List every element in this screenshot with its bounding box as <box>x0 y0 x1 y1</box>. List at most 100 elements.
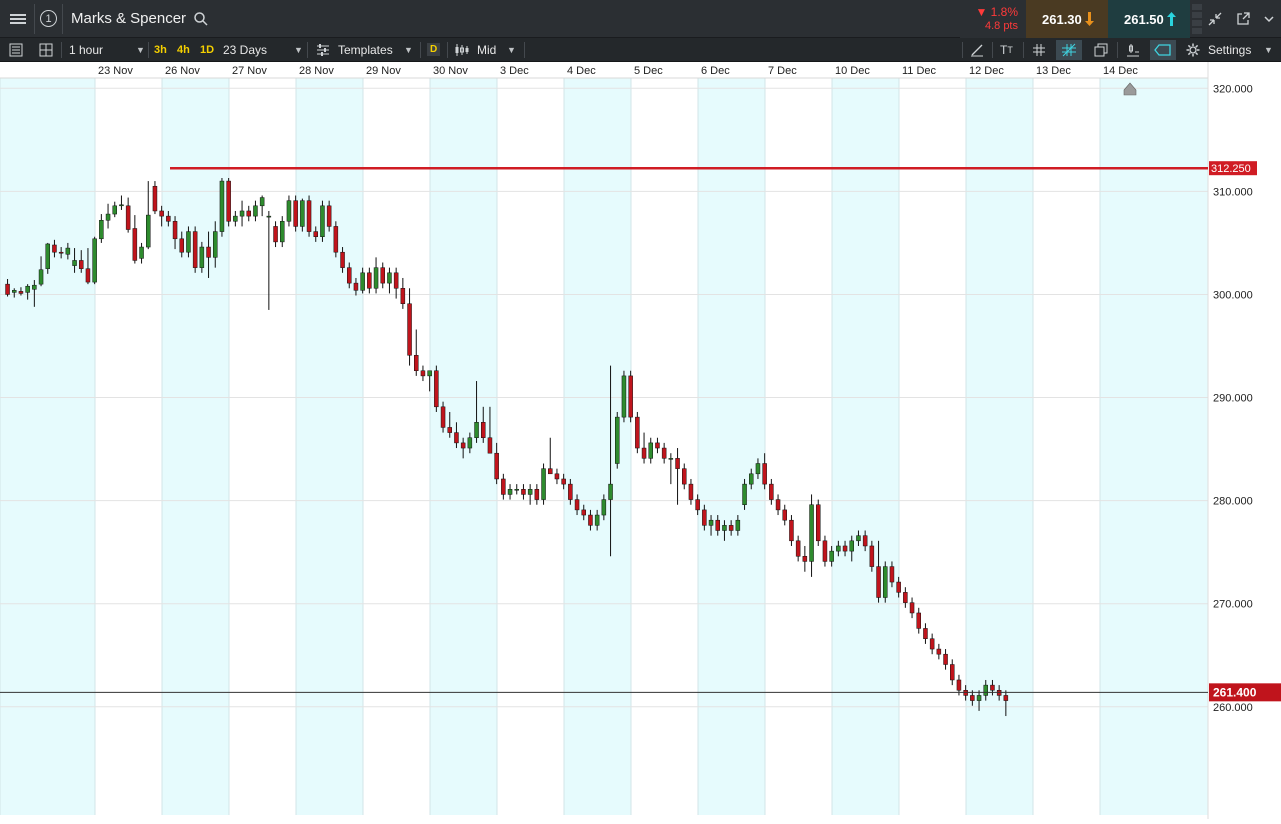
candle-body <box>414 355 419 371</box>
search-icon[interactable] <box>193 0 209 37</box>
candle <box>809 494 814 577</box>
tab-number-badge[interactable]: 1 <box>40 0 57 37</box>
day-band <box>832 78 899 815</box>
candle-body <box>842 545 848 552</box>
settings-button[interactable]: Settings <box>1208 42 1252 57</box>
candle-body <box>326 205 332 227</box>
templates-button[interactable]: Templates <box>338 42 393 57</box>
candle-body <box>762 463 767 485</box>
chevron-down-icon[interactable]: ▼ <box>507 44 516 55</box>
list-icon[interactable] <box>9 38 23 61</box>
candle-body <box>166 215 171 222</box>
x-tick-label: 12 Dec <box>969 65 1004 77</box>
chevron-down-icon[interactable]: ▼ <box>136 44 145 55</box>
candle <box>166 210 171 227</box>
candle <box>266 210 272 310</box>
candle-body <box>333 226 339 253</box>
triangle-icon[interactable] <box>1123 82 1137 96</box>
candle <box>816 499 821 546</box>
candle <box>440 401 446 433</box>
x-tick-label: 4 Dec <box>567 65 596 77</box>
candle <box>454 422 459 449</box>
candle <box>79 250 84 273</box>
candle <box>226 177 231 227</box>
crosshair-icon[interactable] <box>1056 40 1082 60</box>
daily-badge-label: D <box>427 43 441 56</box>
candle <box>105 203 111 229</box>
arrow-up-icon <box>1167 11 1177 32</box>
candle-body <box>702 509 707 526</box>
ask-button[interactable]: 261.50 <box>1108 0 1190 38</box>
candle-body <box>708 519 714 526</box>
gear-icon[interactable] <box>1186 38 1200 61</box>
candle-body <box>320 205 325 237</box>
y-tick-label: 270.000 <box>1213 599 1253 611</box>
candle-body <box>58 251 64 254</box>
price-type-select[interactable]: Mid <box>477 42 497 57</box>
quick-interval-3h[interactable]: 3h <box>154 43 167 56</box>
candle-body <box>769 483 774 500</box>
candle <box>447 411 452 438</box>
candle <box>621 370 627 423</box>
layout-icon[interactable] <box>39 38 53 61</box>
x-tick-label: 23 Nov <box>98 65 133 77</box>
bid-button[interactable]: 261.30 <box>1026 0 1108 38</box>
candle-body <box>836 545 841 552</box>
candle-body <box>5 283 10 295</box>
candle <box>527 484 533 505</box>
candle-body <box>795 540 801 557</box>
tag-icon[interactable] <box>1150 40 1176 60</box>
menu-icon[interactable] <box>8 0 28 37</box>
candle <box>139 242 144 264</box>
interval-select[interactable]: 1 hour <box>69 38 103 61</box>
candle-body <box>146 214 151 248</box>
candle-body <box>789 519 794 542</box>
candle <box>514 484 519 495</box>
x-tick-label: 5 Dec <box>634 65 663 77</box>
chevron-down-icon[interactable]: ▼ <box>1264 44 1273 55</box>
candle-body <box>246 210 251 217</box>
quick-interval-1d[interactable]: 1D <box>200 43 215 56</box>
candle <box>132 215 138 264</box>
price-chart[interactable]: 23 Nov 26 Nov 27 Nov 28 Nov 29 Nov 30 Nov 3 De… <box>0 62 1281 819</box>
candle-body <box>507 489 513 495</box>
chevron-down-icon[interactable]: ▼ <box>404 44 413 55</box>
candle <box>869 540 875 572</box>
candle <box>380 262 385 289</box>
candle <box>963 685 968 701</box>
candle-body <box>340 251 345 268</box>
candle-body <box>715 519 720 531</box>
instrument-header: 1 Marks & Spencer ▼ 1.8% 4.8 pts 261.30 … <box>0 0 1281 38</box>
candle-body <box>293 200 298 227</box>
popout-icon[interactable] <box>1236 0 1250 37</box>
chevron-down-icon[interactable]: ▼ <box>294 44 303 55</box>
grid-icon[interactable] <box>1032 38 1046 61</box>
candle <box>38 256 44 287</box>
candle <box>206 231 211 278</box>
candle <box>722 520 727 541</box>
quick-interval-4h[interactable]: 4h <box>177 43 190 56</box>
candle <box>594 509 600 531</box>
candle-body <box>12 290 17 293</box>
candle-type-icon[interactable] <box>454 38 470 61</box>
candle <box>635 411 640 454</box>
minimize-icon[interactable] <box>1208 0 1222 37</box>
drawing-icon[interactable] <box>970 38 984 61</box>
candle <box>762 453 767 490</box>
candle-body <box>514 489 519 491</box>
indicator-icon[interactable] <box>1126 38 1140 61</box>
candle <box>5 279 10 297</box>
candle <box>675 448 680 505</box>
more-icon[interactable] <box>1264 0 1274 37</box>
copy-icon[interactable] <box>1094 38 1108 61</box>
candle-body <box>541 468 546 500</box>
chart-canvas[interactable]: 23 Nov 26 Nov 27 Nov 28 Nov 29 Nov 30 Nov 3 De… <box>0 62 1281 819</box>
candle-body <box>615 416 620 464</box>
candle <box>427 370 432 392</box>
candle-body <box>909 602 915 614</box>
daily-badge[interactable]: D <box>427 38 441 61</box>
range-select[interactable]: 23 Days <box>223 38 267 61</box>
candle-body <box>588 514 593 526</box>
candle <box>775 494 781 516</box>
